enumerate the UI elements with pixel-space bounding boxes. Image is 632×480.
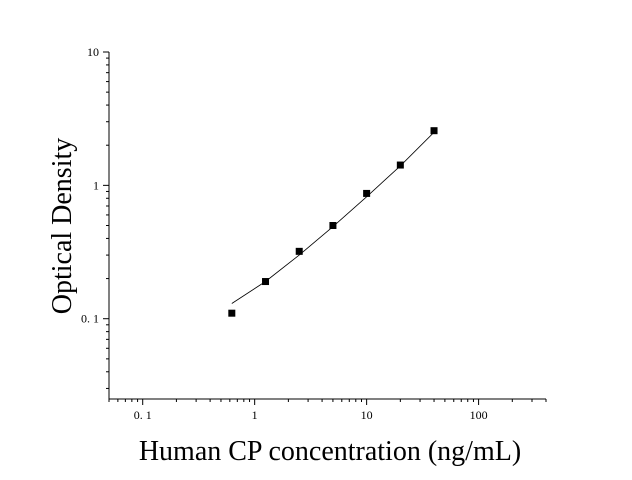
data-point	[430, 127, 438, 135]
x-tick-label: 1	[252, 408, 258, 422]
data-point	[363, 189, 371, 197]
x-tick-label: 100	[470, 408, 488, 422]
data-point	[295, 247, 303, 255]
data-point	[396, 161, 404, 169]
y-tick-label: 0. 1	[81, 312, 99, 326]
y-tick-label: 1	[93, 178, 99, 192]
fit-curve-layer	[231, 132, 435, 304]
data-point	[228, 309, 236, 317]
axes: 0. 1 1 10 100 0. 1 1 10	[81, 45, 547, 422]
data-point	[262, 278, 270, 286]
y-axis-title: Optical Density	[47, 138, 78, 315]
data-points	[228, 127, 438, 317]
data-point	[329, 222, 337, 229]
y-tick-label: 10	[87, 45, 99, 59]
x-tick-label: 0. 1	[134, 408, 152, 422]
x-axis-title: Human CP concentration (ng/mL)	[139, 436, 521, 467]
fit-curve	[231, 132, 435, 304]
x-tick-label: 10	[361, 408, 373, 422]
